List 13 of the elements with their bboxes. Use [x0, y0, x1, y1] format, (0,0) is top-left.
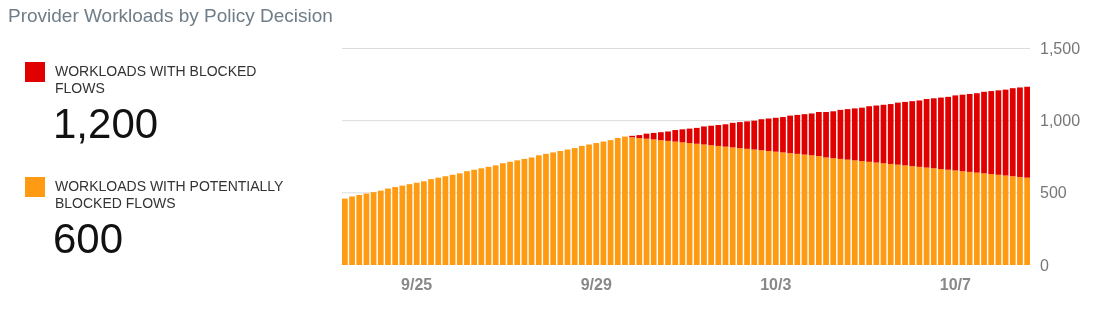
x-tick-label: 10/7	[939, 276, 971, 293]
legend-label: WORKLOADS WITH POTENTIALLY BLOCKED FLOWS	[55, 178, 285, 211]
text: Provider Workloads by Policy Decision	[8, 5, 333, 26]
y-tick-label: 0	[1040, 256, 1049, 274]
y-tick-label: 1,500	[1040, 40, 1081, 58]
y-tick-label: 500	[1040, 184, 1067, 202]
y-tick-label: 1,000	[1040, 112, 1081, 130]
text: 1,200	[53, 100, 159, 147]
legend-label: WORKLOADS WITH BLOCKED FLOWS	[55, 63, 257, 96]
x-tick-label: 9/29	[580, 276, 612, 293]
x-tick-label: 10/3	[760, 276, 792, 293]
text: 600	[53, 215, 124, 262]
x-tick-label: 9/25	[401, 276, 433, 293]
